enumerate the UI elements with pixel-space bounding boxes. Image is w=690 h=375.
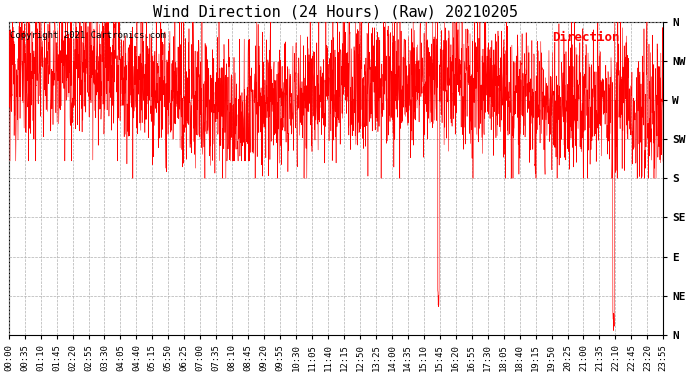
Text: Copyright 2021 Cartronics.com: Copyright 2021 Cartronics.com (10, 31, 166, 40)
Text: Direction: Direction (552, 31, 620, 44)
Title: Wind Direction (24 Hours) (Raw) 20210205: Wind Direction (24 Hours) (Raw) 20210205 (153, 4, 518, 19)
